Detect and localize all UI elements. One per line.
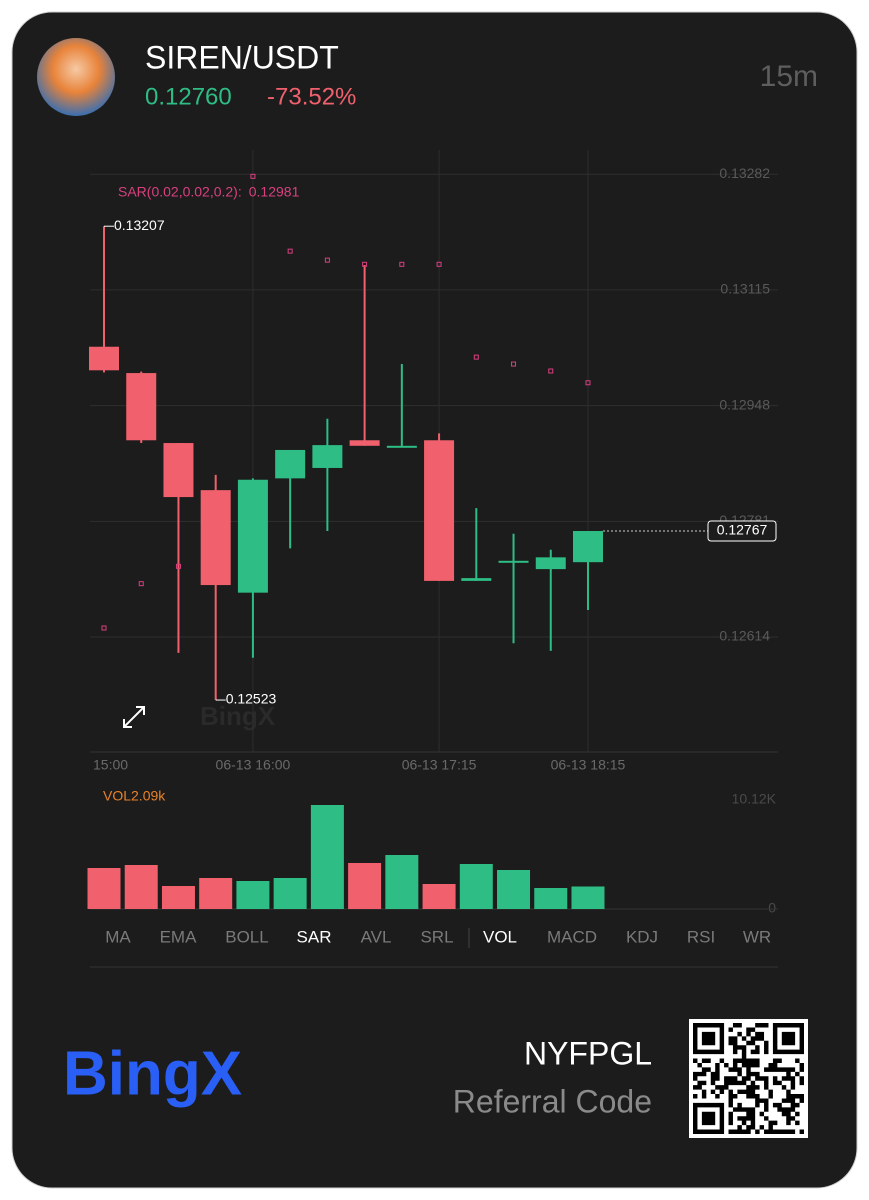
sar-dot xyxy=(511,361,517,367)
volume-bar xyxy=(385,855,419,909)
indicator-tab[interactable]: RSI xyxy=(687,927,715,946)
volume-bar xyxy=(571,886,605,909)
sar-label: SAR(0.02,0.02,0.2): xyxy=(118,184,242,200)
price-change: -73.52% xyxy=(267,83,356,110)
extreme-label: 0.12523 xyxy=(226,691,277,707)
referral-code: NYFPGL xyxy=(524,1035,652,1071)
pair-title: SIREN/USDT xyxy=(145,39,339,75)
indicator-tab[interactable]: VOL xyxy=(483,927,517,946)
sar-dot xyxy=(250,173,256,179)
volume-bar xyxy=(124,865,158,909)
y-tick-label: 0.12614 xyxy=(719,628,770,644)
price-box xyxy=(707,520,777,542)
candle-body xyxy=(349,440,380,446)
indicator-tab[interactable]: BOLL xyxy=(225,927,268,946)
indicator-tab[interactable]: WR xyxy=(743,927,771,946)
volume-bar xyxy=(310,804,344,909)
volume-bar xyxy=(348,862,382,909)
sar-dot xyxy=(138,581,144,587)
sar-dot xyxy=(101,625,107,631)
volume-bar xyxy=(87,867,121,909)
candle-body xyxy=(572,531,603,563)
candle-body xyxy=(535,557,566,570)
indicator-tab[interactable]: KDJ xyxy=(626,927,658,946)
indicator-tab[interactable]: SRL xyxy=(420,927,453,946)
sar-dot xyxy=(585,380,591,386)
volume-bar xyxy=(273,878,307,909)
candle-body xyxy=(237,479,268,593)
y-tick-label: 0.12948 xyxy=(719,396,770,412)
watermark: BingX xyxy=(200,701,276,731)
price-box-label: 0.12767 xyxy=(717,522,768,538)
expand-icon xyxy=(123,706,145,728)
volume-bar xyxy=(459,863,493,909)
candle-body xyxy=(200,490,231,586)
y-tick-label: 0.13282 xyxy=(719,165,770,181)
referral-label: Referral Code xyxy=(453,1083,652,1119)
sar-dot xyxy=(362,261,368,267)
vol-label: VOL xyxy=(103,788,131,804)
avatar xyxy=(37,38,115,116)
sar-value: 0.12981 xyxy=(249,184,300,200)
interval: 15m xyxy=(760,60,818,93)
candle-body xyxy=(498,560,529,563)
candle-body xyxy=(461,578,492,581)
volume-bar xyxy=(236,880,270,909)
indicator-tab[interactable]: EMA xyxy=(160,927,198,946)
candle-body xyxy=(386,445,417,448)
volume-bar xyxy=(534,887,568,909)
indicator-tab[interactable]: AVL xyxy=(361,927,392,946)
sar-dot xyxy=(473,354,479,360)
volume-bar xyxy=(199,878,233,909)
sar-dot xyxy=(287,248,293,254)
last-price: 0.12760 xyxy=(145,83,232,110)
volume-bar xyxy=(497,869,531,909)
bingx-logo: BingX xyxy=(63,1039,242,1108)
indicator-tab[interactable]: SAR xyxy=(297,927,332,946)
vol-tick-label: 0 xyxy=(768,900,776,916)
vol-value: 2.09k xyxy=(131,788,166,804)
x-tick-label: 06-13 16:00 xyxy=(216,757,291,773)
extreme-label: 0.13207 xyxy=(114,217,165,233)
indicator-tab[interactable]: MA xyxy=(105,927,131,946)
y-tick-label: 0.13115 xyxy=(720,281,770,297)
sar-dot xyxy=(548,368,554,374)
sar-dot xyxy=(175,563,181,569)
x-tick-label: 06-13 18:15 xyxy=(551,757,626,773)
volume-bar xyxy=(161,886,195,909)
sar-dot xyxy=(399,261,405,267)
x-tick-label: 15:00 xyxy=(93,757,128,773)
candle-body xyxy=(312,445,343,468)
volume-bar xyxy=(422,884,456,909)
candle-body xyxy=(89,346,119,371)
sar-dot xyxy=(324,257,330,263)
qr-code xyxy=(693,1023,804,1134)
candle-body xyxy=(126,373,157,441)
x-tick-label: 06-13 17:15 xyxy=(402,757,477,773)
vol-tick-label: 10.12K xyxy=(732,791,777,807)
candle-body xyxy=(424,440,455,581)
candle-body xyxy=(275,449,306,479)
indicator-tab[interactable]: MACD xyxy=(547,927,597,946)
sar-dot xyxy=(436,261,442,267)
candle-body xyxy=(163,443,194,498)
